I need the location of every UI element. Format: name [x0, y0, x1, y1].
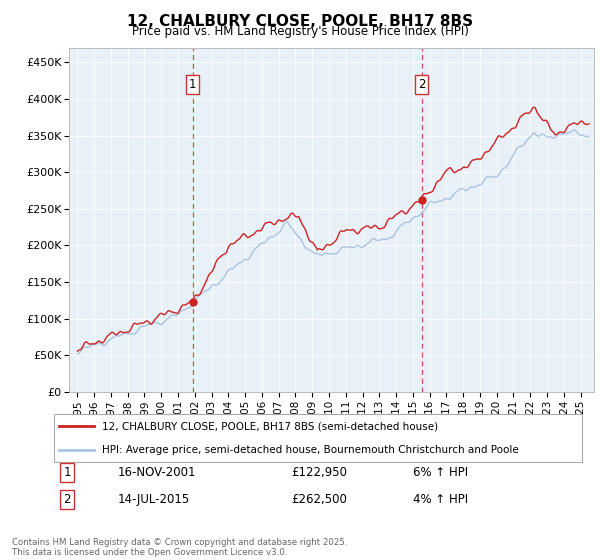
FancyBboxPatch shape	[54, 414, 582, 462]
Text: 2: 2	[418, 78, 425, 91]
Text: 12, CHALBURY CLOSE, POOLE, BH17 8BS: 12, CHALBURY CLOSE, POOLE, BH17 8BS	[127, 14, 473, 29]
Text: 1: 1	[64, 466, 71, 479]
Text: 16-NOV-2001: 16-NOV-2001	[118, 466, 196, 479]
Text: 4% ↑ HPI: 4% ↑ HPI	[413, 493, 468, 506]
Text: 12, CHALBURY CLOSE, POOLE, BH17 8BS (semi-detached house): 12, CHALBURY CLOSE, POOLE, BH17 8BS (sem…	[101, 421, 437, 431]
Text: HPI: Average price, semi-detached house, Bournemouth Christchurch and Poole: HPI: Average price, semi-detached house,…	[101, 445, 518, 455]
Text: £122,950: £122,950	[292, 466, 347, 479]
Text: 14-JUL-2015: 14-JUL-2015	[118, 493, 190, 506]
Text: Price paid vs. HM Land Registry's House Price Index (HPI): Price paid vs. HM Land Registry's House …	[131, 25, 469, 38]
Text: 1: 1	[189, 78, 197, 91]
Text: Contains HM Land Registry data © Crown copyright and database right 2025.
This d: Contains HM Land Registry data © Crown c…	[12, 538, 347, 557]
Text: 2: 2	[64, 493, 71, 506]
Text: £262,500: £262,500	[292, 493, 347, 506]
Text: 6% ↑ HPI: 6% ↑ HPI	[413, 466, 468, 479]
